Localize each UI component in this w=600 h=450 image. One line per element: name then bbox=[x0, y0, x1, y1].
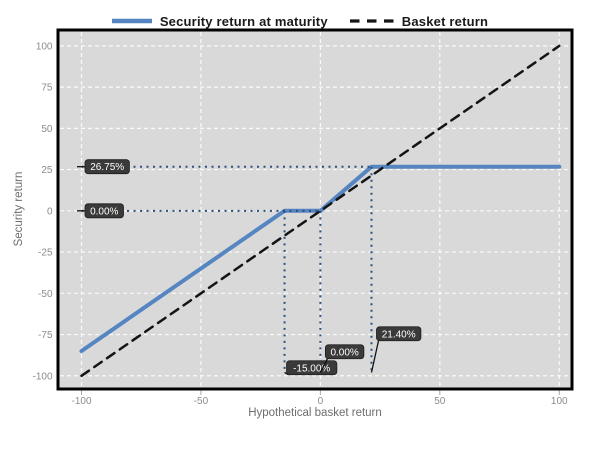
chart-legend: Security return at maturity Basket retur… bbox=[0, 8, 600, 34]
y-axis-tick-label: -75 bbox=[38, 330, 53, 341]
y-axis-tick-label: 50 bbox=[41, 124, 53, 135]
legend-item-basket-return: Basket return bbox=[349, 13, 489, 29]
x-axis-tick-label: -50 bbox=[194, 396, 209, 407]
y-axis-tick-label: -25 bbox=[38, 248, 53, 259]
y-axis-tick-label: 75 bbox=[41, 83, 53, 94]
legend-item-security-return: Security return at maturity bbox=[111, 13, 328, 29]
annotation-label-text: 0.00% bbox=[90, 206, 118, 217]
y-axis-tick-label: -100 bbox=[32, 371, 52, 382]
series-line-1 bbox=[80, 44, 561, 378]
annotation-label-box bbox=[84, 203, 124, 219]
x-axis-title: Hypothetical basket return bbox=[248, 407, 382, 419]
annotation-label-text: 26.75% bbox=[90, 162, 124, 173]
annotation-label-box bbox=[84, 159, 130, 175]
plot-border bbox=[56, 28, 574, 391]
y-axis-tick-label: 0 bbox=[47, 206, 53, 217]
annotation-label-box bbox=[324, 344, 365, 360]
y-axis-tick-label: 100 bbox=[36, 41, 53, 52]
x-axis-tick-label: 50 bbox=[434, 396, 446, 407]
legend-swatch-solid-line-icon bbox=[111, 18, 152, 24]
y-axis-tick-label: 25 bbox=[41, 165, 53, 176]
annotation-label-text: 0.00% bbox=[330, 347, 358, 358]
series-line-0 bbox=[79, 164, 562, 353]
annotation-label-text: -15.00% bbox=[293, 363, 330, 374]
annotation-leader-line bbox=[319, 358, 328, 373]
annotation-label-text: 21.40% bbox=[382, 329, 416, 340]
x-axis-tick-label: 100 bbox=[551, 396, 568, 407]
legend-label-security-return: Security return at maturity bbox=[159, 13, 328, 29]
x-axis-tick-label: -100 bbox=[71, 396, 91, 407]
y-axis-tick-label: -50 bbox=[38, 289, 53, 300]
annotation-leader-line bbox=[370, 340, 380, 373]
legend-label-basket-return: Basket return bbox=[401, 13, 489, 29]
annotation-label-box bbox=[376, 326, 422, 342]
x-axis-tick-label: 0 bbox=[318, 396, 324, 407]
y-axis-title: Security return bbox=[13, 171, 25, 247]
legend-swatch-dashed-line-icon bbox=[349, 19, 394, 23]
